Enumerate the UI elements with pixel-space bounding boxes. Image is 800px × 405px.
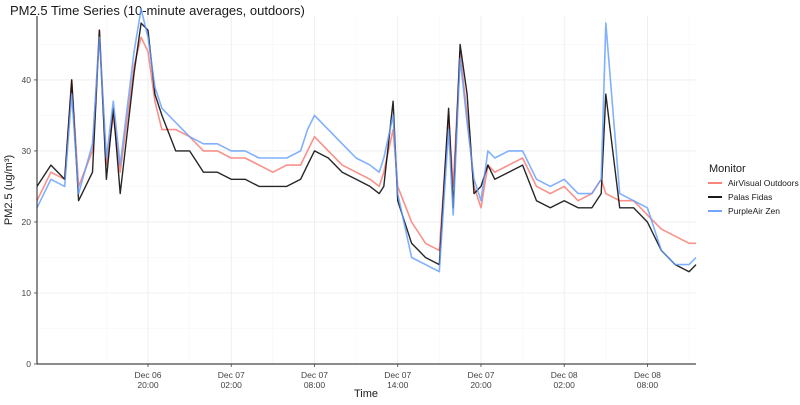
y-tick-label: 0 [26,359,31,369]
legend-label: AirVisual Outdoors [728,178,799,188]
x-tick-label: Dec 08 [634,370,661,380]
x-tick-label: 08:00 [304,380,326,390]
x-tick-label: 14:00 [387,380,409,390]
series-line-purpleair-zen [36,8,697,273]
y-tick-label: 30 [22,146,32,156]
x-tick-label: 02:00 [221,380,243,390]
x-tick-label: Dec 08 [551,370,578,380]
legend-label: Palas Fidas [728,192,772,202]
y-tick-label: 10 [22,288,32,298]
x-tick-label: 20:00 [137,380,159,390]
series-line-palas-fidas [36,22,697,273]
series-lines [36,8,697,273]
x-tick-label: Dec 07 [467,370,494,380]
x-tick-label: 20:00 [470,380,492,390]
legend: Monitor AirVisual Outdoors Palas Fidas Pur… [708,163,799,216]
grid [37,16,696,365]
y-axis-ticks: 0 10 20 30 40 [22,75,37,369]
x-tick-label: 02:00 [554,380,576,390]
chart-title: PM2.5 Time Series (10-minute averages, o… [10,3,305,18]
y-axis-label: PM2.5 (ug/m³) [3,155,15,225]
x-tick-label: 08:00 [637,380,659,390]
x-axis-label: Time [354,388,378,400]
x-tick-label: Dec 07 [301,370,328,380]
x-tick-label: Dec 07 [384,370,411,380]
x-tick-label: Dec 07 [218,370,245,380]
y-tick-label: 40 [22,75,32,85]
x-tick-label: Dec 06 [135,370,162,380]
legend-title: Monitor [709,163,746,175]
y-tick-label: 20 [22,217,32,227]
legend-label: PurpleAir Zen [728,206,780,216]
